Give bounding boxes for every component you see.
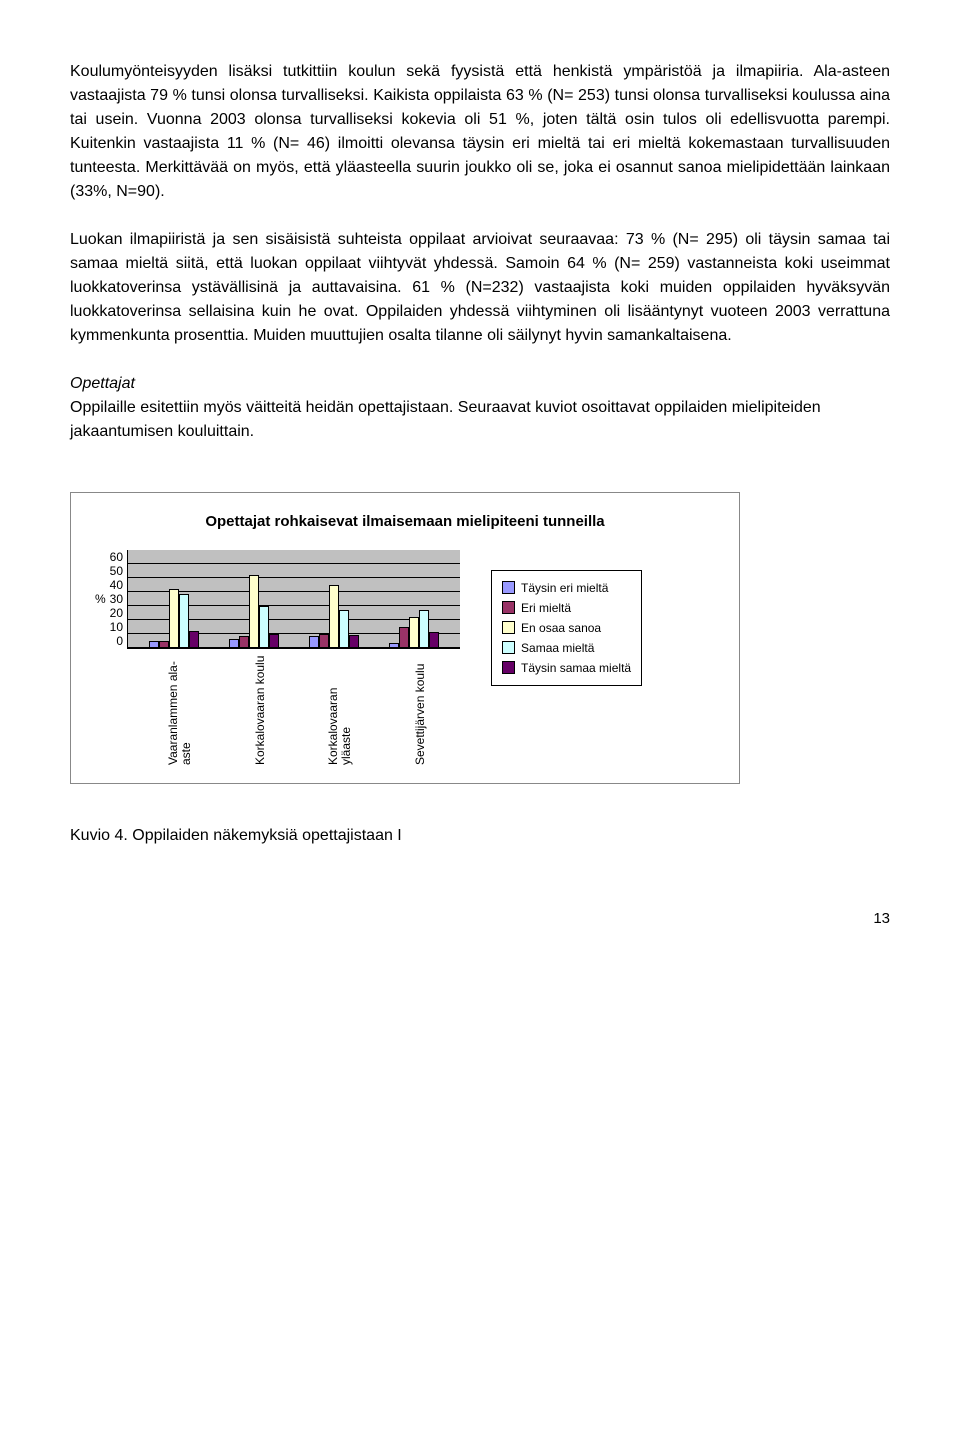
x-axis-labels: Vaaranlammen ala-aste Korkalovaaran koulu… bbox=[131, 655, 463, 765]
bar bbox=[179, 594, 189, 647]
chart-title: Opettajat rohkaisevat ilmaisemaan mielip… bbox=[95, 511, 715, 534]
bar bbox=[259, 606, 269, 648]
legend-label: En osaa sanoa bbox=[521, 619, 601, 637]
y-axis-label: % bbox=[95, 590, 106, 608]
legend-label: Samaa mieltä bbox=[521, 639, 594, 657]
legend-swatch bbox=[502, 641, 515, 654]
bar-group bbox=[229, 575, 279, 648]
bar-group bbox=[389, 610, 439, 648]
bar bbox=[149, 641, 159, 648]
y-tick: 20 bbox=[110, 606, 123, 620]
x-axis-label: Vaaranlammen ala-aste bbox=[167, 655, 193, 765]
paragraph-3: Oppilaille esitettiin myös väitteitä hei… bbox=[70, 396, 890, 444]
legend-label: Täysin eri mieltä bbox=[521, 579, 608, 597]
x-axis-label: Sevettijärven koulu bbox=[414, 655, 427, 765]
y-tick: 10 bbox=[110, 620, 123, 634]
chart-legend: Täysin eri mieltä Eri mieltä En osaa sanoa… bbox=[491, 570, 642, 686]
bar bbox=[309, 636, 319, 647]
plot-area bbox=[127, 550, 460, 649]
paragraph-2: Luokan ilmapiiristä ja sen sisäisistä su… bbox=[70, 228, 890, 348]
legend-swatch bbox=[502, 661, 515, 674]
bar bbox=[339, 610, 349, 648]
y-tick: 50 bbox=[110, 564, 123, 578]
bar bbox=[419, 610, 429, 648]
bar bbox=[169, 589, 179, 648]
legend-item: En osaa sanoa bbox=[502, 619, 631, 637]
y-tick: 0 bbox=[116, 634, 123, 648]
bar bbox=[229, 639, 239, 647]
y-tick: 30 bbox=[110, 592, 123, 606]
legend-item: Eri mieltä bbox=[502, 599, 631, 617]
legend-swatch bbox=[502, 581, 515, 594]
legend-label: Täysin samaa mieltä bbox=[521, 659, 631, 677]
paragraph-1: Koulumyönteisyyden lisäksi tutkittiin ko… bbox=[70, 60, 890, 204]
bar bbox=[239, 636, 249, 647]
x-axis-label: Korkalovaaran yläaste bbox=[327, 655, 353, 765]
y-tick: 60 bbox=[110, 550, 123, 564]
x-axis-label: Korkalovaaran koulu bbox=[254, 655, 267, 765]
bar-group bbox=[309, 585, 359, 648]
legend-item: Samaa mieltä bbox=[502, 639, 631, 657]
chart-caption: Kuvio 4. Oppilaiden näkemyksiä opettajis… bbox=[70, 824, 890, 848]
legend-swatch bbox=[502, 621, 515, 634]
legend-swatch bbox=[502, 601, 515, 614]
legend-item: Täysin samaa mieltä bbox=[502, 659, 631, 677]
bar bbox=[389, 643, 399, 647]
page-number: 13 bbox=[70, 908, 890, 931]
legend-item: Täysin eri mieltä bbox=[502, 579, 631, 597]
y-tick: 40 bbox=[110, 578, 123, 592]
bar bbox=[409, 617, 419, 648]
bar bbox=[349, 635, 359, 648]
bar bbox=[269, 634, 279, 648]
bar bbox=[159, 641, 169, 648]
chart-container: Opettajat rohkaisevat ilmaisemaan mielip… bbox=[70, 492, 740, 784]
subheading-opettajat: Opettajat bbox=[70, 372, 890, 396]
bar bbox=[189, 631, 199, 648]
y-axis: 6050403020100 bbox=[110, 550, 123, 648]
bar bbox=[399, 627, 409, 648]
bar bbox=[429, 632, 439, 647]
bar bbox=[329, 585, 339, 648]
bar bbox=[249, 575, 259, 648]
legend-label: Eri mieltä bbox=[521, 599, 571, 617]
bar bbox=[319, 634, 329, 648]
bar-group bbox=[149, 589, 199, 648]
